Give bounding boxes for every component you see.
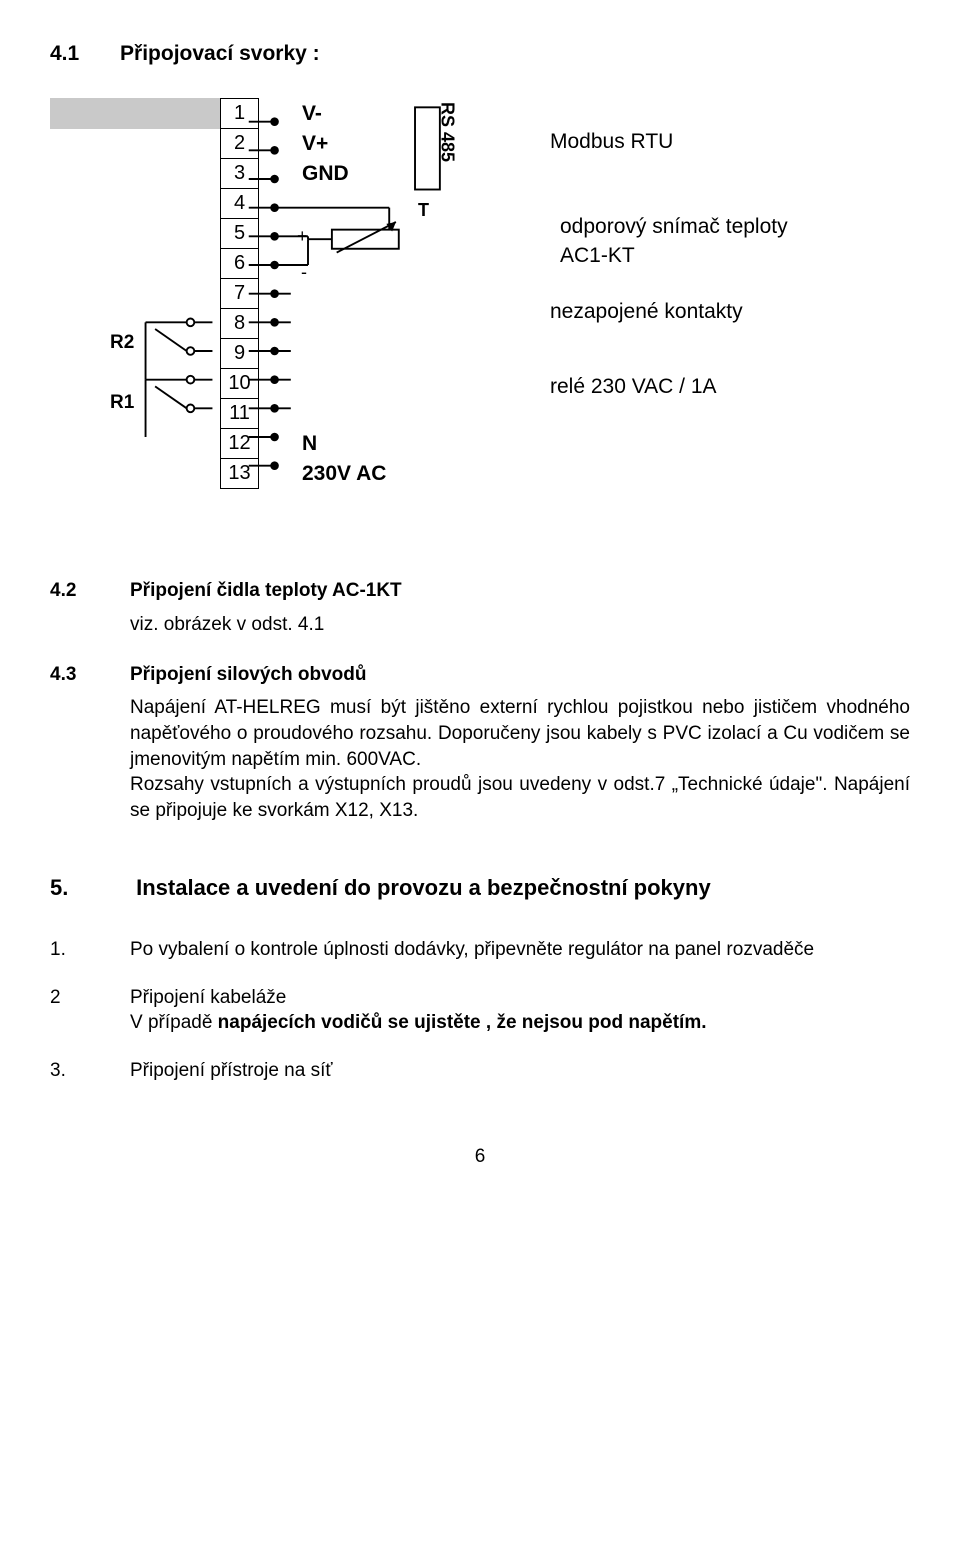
lbl-plus: + — [297, 224, 308, 248]
lbl-vplus: V+ — [302, 130, 328, 158]
lbl-gnd: GND — [302, 160, 349, 188]
diagram-svg — [50, 98, 910, 518]
sec-title: Připojení silových obvodů — [130, 662, 366, 688]
list-item-2: 2 Připojení kabeláže V případě napájecíc… — [50, 985, 910, 1036]
lbl-vminus: V- — [302, 100, 322, 128]
lbl-relay: relé 230 VAC / 1A — [550, 373, 717, 401]
lbl-n: N — [302, 430, 317, 458]
sec-num: 4.2 — [50, 578, 130, 604]
sec-num: 5. — [50, 873, 130, 903]
list-item-3: 3. Připojení přístroje na síť — [50, 1058, 910, 1084]
sec-num: 4.3 — [50, 662, 130, 688]
section-4-1-heading: 4.1 Připojovací svorky : — [50, 40, 910, 68]
section-5-heading: 5. Instalace a uvedení do provozu a bezp… — [50, 873, 910, 903]
section-4-3: 4.3 Připojení silových obvodů — [50, 662, 910, 688]
lbl-rtd: odporový snímač teploty AC1-KT — [560, 213, 788, 270]
sec-title: Připojovací svorky : — [120, 42, 320, 65]
lbl-rs485: RS 485 — [435, 102, 459, 162]
list-item-1: 1. Po vybalení o kontrole úplnosti dodáv… — [50, 937, 910, 963]
list-num: 1. — [50, 937, 130, 963]
list-num: 2 — [50, 985, 130, 1036]
lbl-minus: - — [301, 260, 307, 284]
lbl-t: T — [418, 198, 429, 222]
list-num: 3. — [50, 1058, 130, 1084]
lbl-r2: R2 — [110, 330, 134, 356]
lbl-ac: 230V AC — [302, 460, 386, 488]
lbl-r1: R1 — [110, 390, 134, 416]
list-text: Připojení kabeláže V případě napájecích … — [130, 985, 910, 1036]
sec-title: Instalace a uvedení do provozu a bezpečn… — [136, 875, 711, 900]
page-number: 6 — [50, 1144, 910, 1170]
list-text: Po vybalení o kontrole úplnosti dodávky,… — [130, 937, 910, 963]
sec42-note: viz. obrázek v odst. 4.1 — [130, 614, 324, 635]
list-text: Připojení přístroje na síť — [130, 1058, 910, 1084]
sec-title: Připojení čidla teploty AC-1KT — [130, 578, 402, 604]
lbl-modbus: Modbus RTU — [550, 128, 673, 156]
sec43-para: Napájení AT-HELREG musí být jištěno exte… — [130, 695, 910, 823]
i2-bold: napájecích vodičů se ujistěte , že nejso… — [218, 1012, 707, 1033]
wiring-diagram: 1 2 3 4 5 6 7 8 9 10 11 12 13 — [50, 98, 910, 518]
sec-num: 4.1 — [50, 42, 79, 65]
lbl-spare: nezapojené kontakty — [550, 298, 743, 326]
section-4-2: 4.2 Připojení čidla teploty AC-1KT — [50, 578, 910, 604]
